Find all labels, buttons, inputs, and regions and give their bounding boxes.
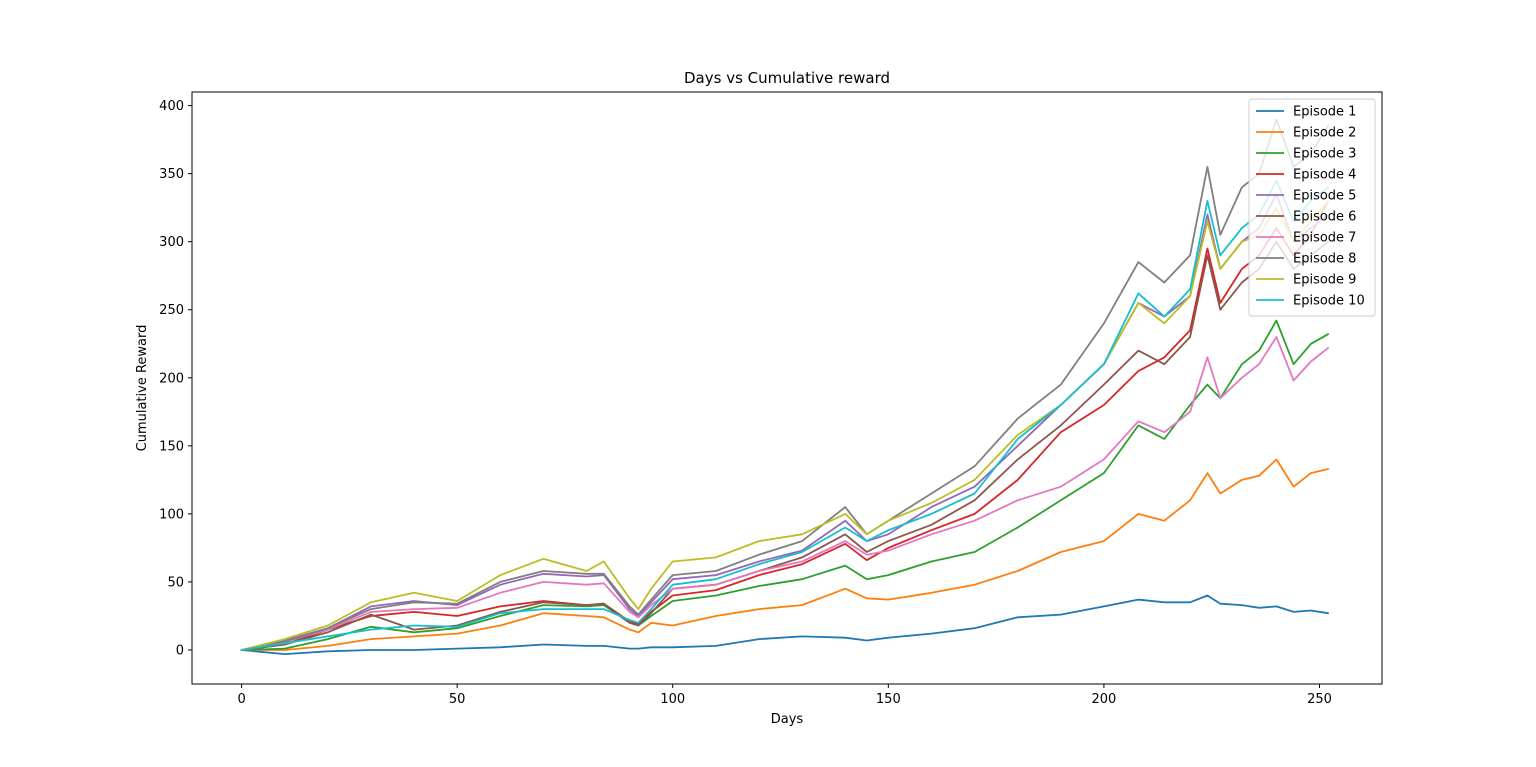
x-tick-label: 250 <box>1307 692 1332 707</box>
legend-label: Episode 2 <box>1293 126 1356 141</box>
plot-frame <box>191 91 1383 685</box>
y-tick-label: 350 <box>159 167 184 182</box>
legend-label: Episode 9 <box>1293 273 1356 288</box>
legend: Episode 1 Episode 2 Episode 3 Episode 4 Epis… <box>1248 98 1376 317</box>
series-line-episode-3 <box>240 319 1329 651</box>
x-axis: 0 50 100 150 200 250 <box>237 684 1332 707</box>
y-tick-label: 50 <box>167 575 184 590</box>
legend-label: Episode 10 <box>1293 294 1365 309</box>
series-line-episode-4 <box>240 199 1329 651</box>
y-tick-label: 100 <box>159 507 184 522</box>
x-tick-label: 100 <box>660 692 685 707</box>
y-axis-label: Cumulative Reward <box>135 325 150 452</box>
x-tick-label: 50 <box>449 692 466 707</box>
series-line-episode-6 <box>240 240 1329 651</box>
series-line-episode-2 <box>240 458 1329 651</box>
legend-label: Episode 5 <box>1293 189 1356 204</box>
series-line-episode-10 <box>240 179 1329 651</box>
y-tick-label: 300 <box>159 235 184 250</box>
legend-label: Episode 3 <box>1293 147 1356 162</box>
legend-label: Episode 7 <box>1293 231 1356 246</box>
legend-label: Episode 1 <box>1293 105 1356 120</box>
y-tick-label: 200 <box>159 371 184 386</box>
x-tick-label: 0 <box>237 692 245 707</box>
chart-title: Days vs Cumulative reward <box>684 69 890 87</box>
series-line-episode-7 <box>240 336 1329 651</box>
x-tick-label: 150 <box>876 692 901 707</box>
x-tick-label: 200 <box>1091 692 1116 707</box>
x-axis-label: Days <box>771 712 804 727</box>
y-tick-label: 400 <box>159 99 184 114</box>
legend-label: Episode 4 <box>1293 168 1356 183</box>
series-line-episode-8 <box>240 118 1329 651</box>
series-line-episode-1 <box>240 594 1329 655</box>
y-tick-label: 150 <box>159 439 184 454</box>
legend-label: Episode 8 <box>1293 252 1356 267</box>
y-tick-label: 250 <box>159 303 184 318</box>
plot-area <box>240 118 1329 655</box>
y-axis: 0 50 100 150 200 250 300 350 400 <box>159 99 192 658</box>
y-tick-label: 0 <box>176 643 184 658</box>
series-line-episode-9 <box>240 199 1329 651</box>
legend-label: Episode 6 <box>1293 210 1356 225</box>
